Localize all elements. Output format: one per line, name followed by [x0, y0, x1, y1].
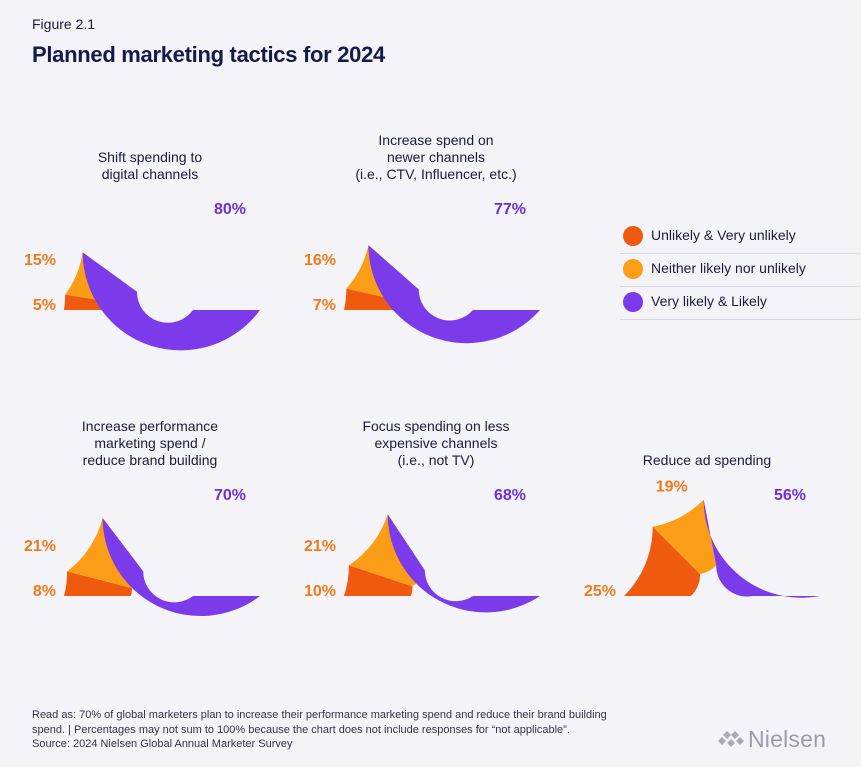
chart-3-label-neither: 21% — [24, 538, 56, 555]
legend: Unlikely & Very unlikely Neither likely … — [620, 221, 861, 320]
chart-1-label-neither: 15% — [24, 252, 56, 269]
legend-item-likely: Very likely & Likely — [620, 287, 861, 320]
footnote: Read as: 70% of global marketers plan to… — [32, 708, 692, 752]
chart-2-label-unlikely: 7% — [313, 297, 336, 314]
chart-2-title-line-2: newer channels — [387, 149, 485, 165]
chart-1-title-line-2: digital channels — [102, 166, 199, 182]
chart-4-slice-likely — [387, 514, 540, 613]
chart-4-label-likely: 68% — [494, 487, 526, 504]
legend-label-likely: Very likely & Likely — [651, 293, 767, 309]
chart-5-slice-unlikely — [624, 526, 701, 596]
footnote-line-1: Read as: 70% of global marketers plan to… — [32, 709, 607, 721]
chart-5-label-unlikely: 25% — [584, 583, 616, 600]
chart-3-title-line-3: reduce brand building — [83, 452, 218, 468]
chart-3-label-unlikely: 8% — [33, 583, 56, 600]
footnote-source: Source: 2024 Nielsen Global Annual Marke… — [32, 738, 293, 750]
figure-label: Figure 2.1 — [32, 16, 96, 32]
chart-4-title-line-2: expensive channels — [375, 435, 498, 451]
chart-2-title-line-3: (i.e., CTV, Influencer, etc.) — [355, 166, 516, 182]
chart-4-title-line-3: (i.e., not TV) — [398, 452, 475, 468]
chart-3-slice-unlikely — [64, 571, 132, 596]
chart-3-label-likely: 70% — [214, 487, 246, 504]
chart-5-label-likely: 56% — [774, 487, 806, 504]
chart-3-slice-likely — [102, 518, 261, 617]
chart-title: Planned marketing tactics for 2024 — [32, 42, 385, 67]
chart-5: Reduce ad spending 25% 19% 56% — [584, 452, 820, 600]
chart-2-title-line-1: Increase spend on — [378, 132, 493, 148]
chart-1-label-likely: 80% — [214, 201, 246, 218]
chart-2-label-neither: 16% — [304, 252, 336, 269]
chart-2-slice-likely — [368, 245, 540, 344]
chart-4-label-neither: 21% — [304, 538, 336, 555]
chart-1-label-unlikely: 5% — [33, 297, 56, 314]
chart-1-slice-likely — [82, 252, 260, 351]
chart-3-title-line-1: Increase performance — [82, 418, 218, 434]
legend-label-unlikely: Unlikely & Very unlikely — [651, 227, 796, 243]
footnote-line-2: spend. | Percentages may not sum to 100%… — [32, 723, 570, 736]
legend-swatch-likely — [623, 292, 643, 312]
chart-3-title-line-2: marketing spend / — [94, 435, 205, 451]
chart-4-title-line-1: Focus spending on less — [362, 418, 509, 434]
legend-item-neither: Neither likely nor unlikely — [620, 254, 861, 287]
chart-5-slice-neither — [652, 499, 717, 575]
chart-5-label-neither: 19% — [656, 478, 688, 495]
chart-5-slice-likely — [703, 499, 820, 598]
chart-1-title-line-1: Shift spending to — [98, 149, 203, 165]
legend-swatch-unlikely — [623, 226, 643, 246]
legend-swatch-neither — [623, 259, 643, 279]
chart-2-label-likely: 77% — [494, 201, 526, 218]
chart-4-slice-unlikely — [344, 565, 413, 596]
nielsen-logo-text: Nielsen — [748, 726, 827, 752]
legend-item-unlikely: Unlikely & Very unlikely — [620, 221, 861, 254]
chart-5-title-line-1: Reduce ad spending — [643, 452, 771, 468]
chart-4-label-unlikely: 10% — [304, 583, 336, 600]
legend-label-neither: Neither likely nor unlikely — [651, 260, 806, 276]
nielsen-logo-icon — [718, 731, 744, 747]
